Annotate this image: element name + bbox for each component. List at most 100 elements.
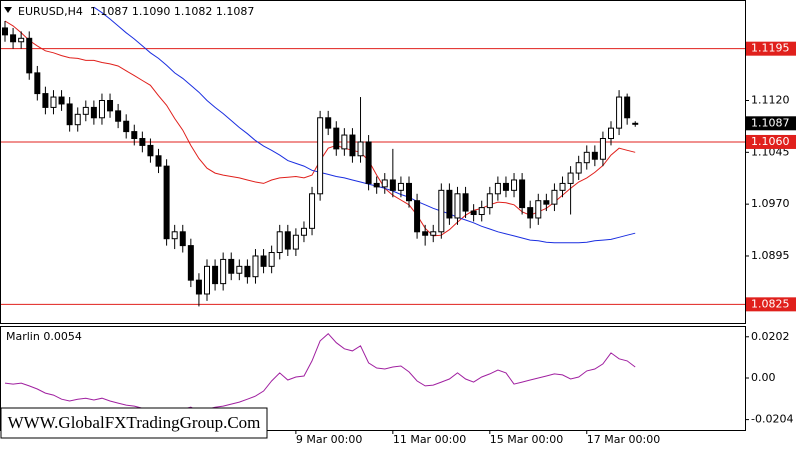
candle-body [478, 207, 485, 216]
candle-body [34, 72, 41, 95]
candle-body [397, 182, 404, 191]
candle-body [82, 106, 89, 115]
chart-title: EURUSD,H4 1.1087 1.1090 1.1082 1.1087 [18, 5, 254, 18]
candle-body [212, 265, 219, 285]
axes: 1.11201.10451.09701.08951.11951.10601.08… [295, 41, 796, 446]
candle-body [414, 200, 421, 233]
level-label-box [746, 134, 796, 149]
candle-body [381, 179, 388, 188]
watermark: WWW.GlobalFXTradingGroup.Com [8, 413, 261, 432]
candle-body [438, 189, 445, 233]
line-series [93, 6, 636, 244]
candle-body [406, 182, 412, 202]
price-label-box [746, 116, 796, 131]
candle-body [527, 207, 534, 219]
candle-body [123, 120, 130, 133]
candle-body [300, 227, 307, 236]
x-tick-label: 15 Mar 00:00 [490, 433, 563, 446]
x-tick-label: 11 Mar 00:00 [393, 433, 466, 446]
candle-body [341, 134, 348, 150]
y-tick-label: 1.1120 [751, 94, 790, 107]
y-tick-label: 0.00 [751, 371, 776, 384]
candle-body [454, 193, 461, 219]
candle-body [18, 37, 25, 43]
candle-body [268, 252, 275, 267]
level-label: 1.1060 [751, 135, 790, 148]
candle-body [567, 172, 574, 184]
candle-body [365, 141, 372, 184]
candle-body [58, 96, 65, 105]
candle-body [115, 110, 122, 122]
level-label-box [746, 297, 796, 312]
y-tick-label: 1.0970 [751, 197, 790, 210]
candle-body [632, 122, 639, 125]
candle-body [519, 179, 526, 209]
menu-triangle [4, 7, 12, 13]
indicator-plot [4, 332, 636, 414]
candle-body [583, 151, 590, 164]
candle-body [349, 134, 356, 157]
candle-body [486, 193, 493, 209]
watermark-box [0, 407, 268, 439]
candle-body [317, 117, 324, 195]
candle-body [543, 200, 550, 205]
candle-body [494, 182, 501, 195]
level-label-box [746, 41, 796, 56]
candle-body [228, 258, 235, 274]
candle-body [252, 255, 259, 278]
y-tick-label: 1.0895 [751, 249, 790, 262]
candle-body [276, 231, 283, 254]
candle-body [333, 127, 340, 150]
candle-body [139, 138, 146, 146]
candle-body [357, 141, 364, 157]
candle-body [559, 182, 566, 191]
candle-body [26, 37, 33, 74]
x-tick-label: 17 Mar 00:00 [587, 433, 660, 446]
candle-body [42, 93, 49, 108]
candle-body [608, 127, 614, 140]
candle-body [502, 182, 509, 191]
price-label: 1.1087 [751, 116, 790, 129]
candle-body [551, 189, 558, 205]
indicator-title: Marlin 0.0054 [6, 330, 82, 343]
candle-body [10, 34, 17, 43]
candle-body [147, 144, 154, 157]
candle-body [575, 162, 582, 174]
candle-body [422, 231, 429, 236]
candle-body [171, 231, 178, 240]
candle-body [470, 210, 477, 216]
candle-body [599, 138, 606, 160]
candle-body [511, 179, 518, 191]
y-tick-label: -0.0204 [751, 413, 793, 426]
candle-body [220, 258, 227, 285]
candle-body [616, 96, 623, 129]
candle-body [284, 231, 291, 250]
candle-body [430, 231, 437, 236]
candle-body [155, 155, 162, 167]
candle-body [244, 265, 251, 278]
candle-body [292, 234, 299, 250]
candle-body [131, 131, 138, 140]
candle-body [260, 255, 267, 267]
candle-body [389, 179, 396, 191]
candle-body [624, 96, 631, 119]
candle-body [187, 245, 194, 281]
candle-body [98, 100, 105, 119]
candle-body [462, 193, 469, 212]
level-label: 1.0825 [751, 297, 790, 310]
candle-body [195, 279, 202, 295]
line-series [4, 332, 636, 414]
candle-body [50, 96, 57, 108]
candle-body [373, 182, 380, 188]
candle-body [107, 100, 114, 112]
candle-body [74, 113, 81, 126]
candle-body [2, 27, 8, 36]
main-plot [1, 6, 745, 307]
x-tick-label: 9 Mar 00:00 [296, 433, 362, 446]
candle-body [163, 165, 170, 240]
candle-body [309, 193, 316, 229]
y-tick-label: 0.0202 [751, 330, 790, 343]
candle-body [90, 106, 97, 119]
candle-body [236, 265, 243, 274]
